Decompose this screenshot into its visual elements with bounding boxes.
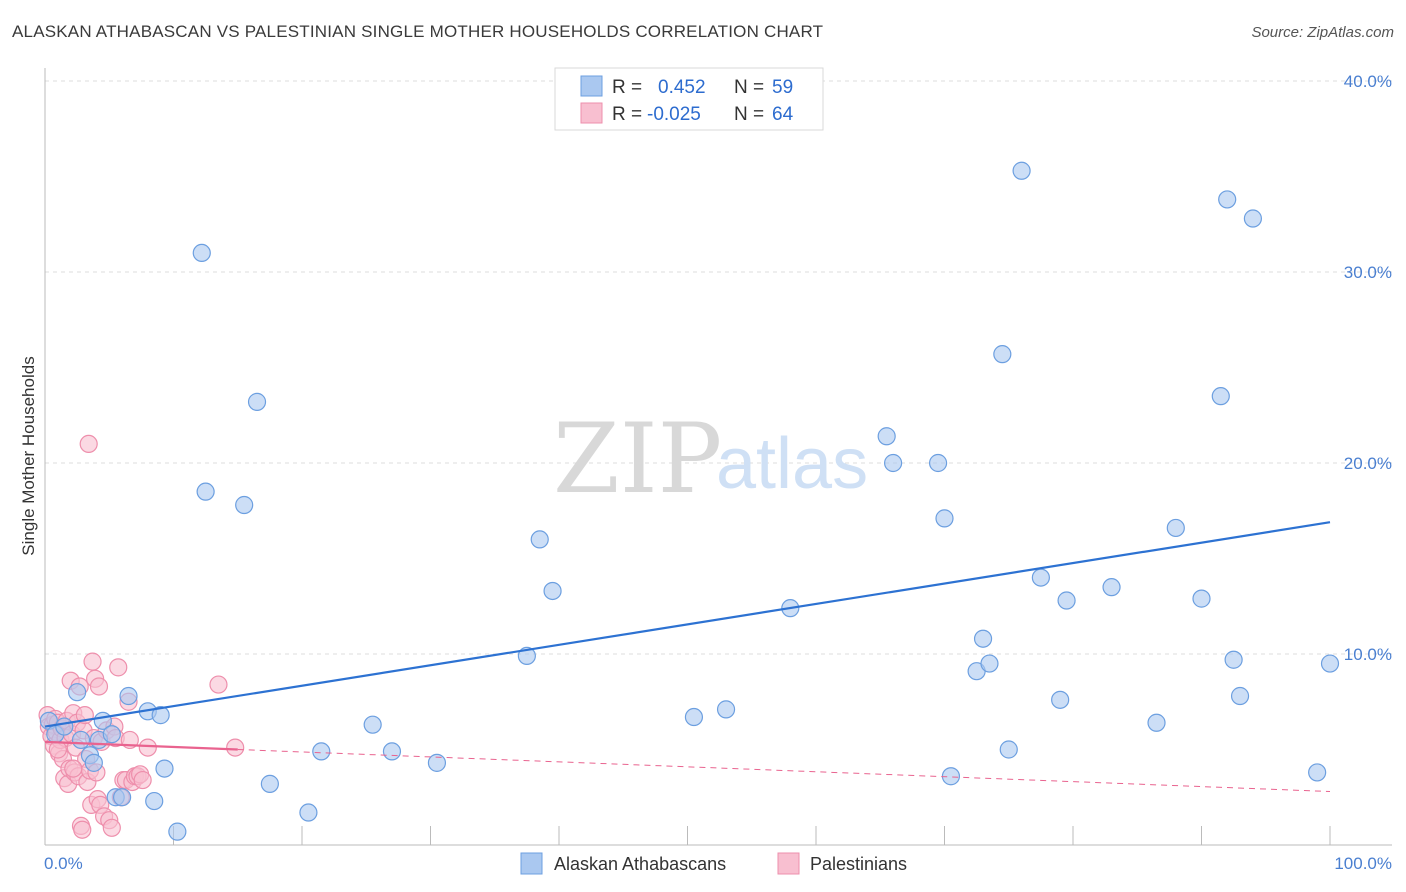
athabascan-point-56 (1243, 209, 1263, 228)
athabascan-point-19 (196, 482, 215, 501)
athabascan-point-35 (883, 453, 903, 473)
athabascan-point-52 (1211, 387, 1230, 406)
watermark: ZIP atlas (553, 403, 868, 515)
legend-r-value-1: 0.452 (658, 77, 706, 98)
athabascan-point-6 (84, 753, 103, 772)
athabascan-point-47 (1057, 591, 1076, 610)
x-tick-label-0: 0.0% (44, 854, 83, 873)
legend-r-value-2: -0.025 (647, 104, 701, 125)
athabascan-point-24 (312, 742, 331, 761)
trend-line-0 (44, 521, 1331, 728)
athabascan-point-40 (973, 629, 993, 648)
palestinians-point-60 (209, 675, 228, 694)
athabascan-point-44 (1012, 161, 1031, 180)
x-tick-label-1: 100.0% (1334, 854, 1392, 873)
athabascan-point-30 (543, 581, 562, 601)
legend-r-label-1: R = (612, 77, 642, 98)
athabascan-point-54 (1224, 650, 1243, 669)
athabascan-point-29 (530, 530, 549, 549)
athabascan-point-55 (1230, 686, 1250, 706)
bottom-swatch-pink (777, 852, 800, 875)
athabascan-point-18 (192, 243, 211, 262)
athabascan-point-50 (1166, 518, 1185, 538)
athabascan-point-22 (260, 774, 279, 793)
trend-line-2 (237, 749, 1331, 793)
athabascan-point-36 (928, 453, 948, 473)
legend-n-value-2: 64 (772, 104, 794, 125)
watermark-zip: ZIP (553, 403, 722, 515)
bottom-legend-palestinians: Palestinians (810, 854, 907, 874)
athabascan-point-32 (716, 700, 736, 719)
athabascan-point-9 (102, 725, 121, 744)
athabascan-point-25 (363, 715, 382, 734)
athabascan-point-16 (155, 759, 174, 778)
legend-swatch-pink (580, 102, 603, 124)
y-axis-label: Single Mother Households (19, 356, 38, 555)
legend-n-label-1: N = (734, 77, 764, 98)
athabascan-point-53 (1218, 190, 1237, 209)
legend-n-label-2: N = (734, 104, 764, 125)
palestinians-point-26 (73, 820, 92, 839)
grid-lines (45, 80, 1392, 655)
axes (44, 68, 1392, 846)
palestinians-point-45 (102, 818, 121, 837)
athabascan-point-34 (877, 427, 896, 446)
legend-n-value-1: 59 (772, 77, 793, 98)
palestinians-point-34 (83, 652, 102, 671)
bottom-swatch-blue (520, 852, 543, 875)
series-legend: Alaskan Athabascans Palestinians (520, 852, 907, 875)
y-tick-label-0: 10.0% (1344, 645, 1392, 664)
legend-swatch-blue (580, 75, 603, 97)
athabascan-point-2 (55, 717, 74, 736)
athabascan-point-27 (427, 753, 447, 772)
athabascan-point-4 (71, 730, 91, 750)
correlation-legend: R = 0.452 N = 59 R = -0.025 N = 64 (554, 67, 824, 131)
athabascan-point-46 (1051, 690, 1070, 709)
athabascan-point-45 (1031, 568, 1050, 587)
bottom-legend-athabascans: Alaskan Athabascans (554, 854, 726, 874)
athabascan-point-41 (980, 654, 999, 673)
y-tick-label-2: 30.0% (1344, 263, 1392, 282)
watermark-atlas: atlas (716, 424, 868, 504)
palestinians-point-59 (138, 738, 157, 757)
palestinians-point-31 (79, 434, 98, 453)
palestinians-point-48 (109, 658, 128, 677)
palestinians-point-39 (89, 677, 109, 696)
athabascan-point-3 (68, 683, 87, 702)
chart-title: ALASKAN ATHABASCAN VS PALESTINIAN SINGLE… (12, 22, 824, 41)
athabascan-point-57 (1320, 654, 1340, 673)
palestinians-point-61 (226, 738, 245, 757)
athabascan-point-42 (993, 345, 1012, 364)
athabascan-point-26 (382, 742, 402, 761)
tick-labels: 10.0% 20.0% 30.0% 40.0% 0.0% 100.0% (44, 72, 1392, 873)
palestinians-point-58 (133, 770, 152, 790)
trend-line-1 (44, 740, 238, 751)
athabascan-point-11 (112, 788, 132, 807)
source-label: Source: ZipAtlas.com (1251, 24, 1394, 41)
athabascan-point-37 (935, 509, 954, 528)
athabascan-point-23 (299, 803, 318, 822)
athabascan-points (39, 161, 1340, 841)
athabascan-point-49 (1147, 713, 1166, 732)
athabascan-point-31 (684, 707, 704, 727)
athabascan-point-51 (1192, 589, 1211, 608)
athabascan-point-17 (168, 822, 187, 841)
athabascan-point-58 (1308, 763, 1327, 782)
athabascan-point-14 (145, 791, 164, 811)
athabascan-point-43 (999, 740, 1018, 759)
athabascan-point-21 (247, 392, 267, 411)
trend-lines (44, 521, 1331, 793)
athabascan-point-48 (1102, 578, 1121, 597)
legend-r-label-2: R = (612, 104, 642, 125)
y-tick-label-1: 20.0% (1344, 454, 1392, 473)
athabascan-point-15 (151, 706, 170, 725)
athabascan-point-20 (235, 495, 254, 515)
palestinians-point-62 (64, 759, 83, 778)
athabascan-point-12 (119, 686, 138, 706)
y-tick-label-3: 40.0% (1344, 72, 1392, 91)
